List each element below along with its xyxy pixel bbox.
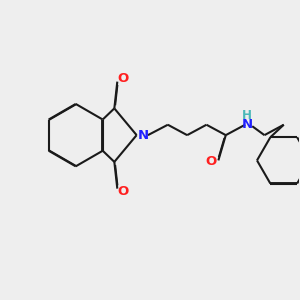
Text: O: O [117, 185, 128, 198]
Text: N: N [242, 118, 253, 130]
Text: H: H [242, 109, 252, 122]
Text: O: O [117, 72, 128, 85]
Text: O: O [205, 155, 217, 168]
Text: N: N [138, 129, 149, 142]
